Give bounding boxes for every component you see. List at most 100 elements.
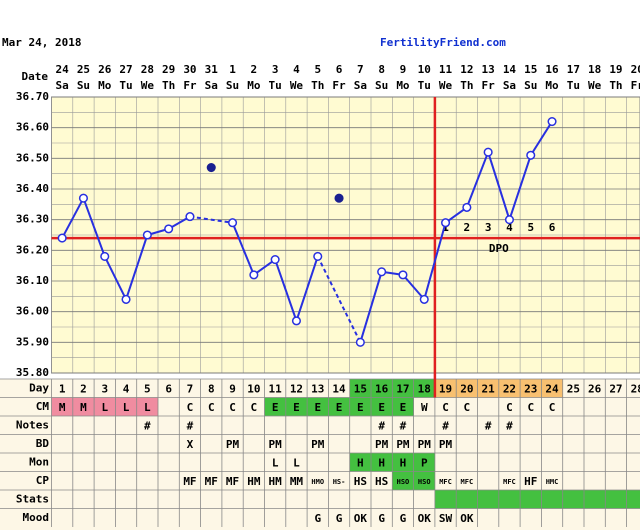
date: 10 [418, 63, 431, 76]
cell-highlight [285, 397, 308, 416]
temp-segment [402, 274, 426, 301]
date: 3 [272, 63, 279, 76]
temp-point [249, 270, 259, 280]
cell: L [293, 456, 300, 469]
cell: G [314, 512, 321, 525]
cell: # [378, 419, 385, 432]
dpo-number: 1 [442, 221, 449, 234]
temp-point [100, 251, 110, 262]
cell-highlight [349, 453, 371, 472]
date: 20 [631, 63, 640, 76]
cell-highlight [477, 379, 499, 398]
cell: E [378, 401, 385, 414]
cell: 5 [144, 382, 151, 395]
weekday: Mo [247, 79, 261, 92]
cell: MM [290, 475, 304, 488]
date: 15 [524, 63, 537, 76]
cell-highlight [371, 397, 393, 416]
cell-highlight [413, 379, 435, 398]
cell-highlight [392, 453, 414, 472]
weekday: Tu [418, 79, 431, 92]
temp-point [78, 193, 88, 203]
cell-highlight [584, 490, 606, 509]
date: 4 [293, 63, 300, 76]
date: 5 [314, 63, 321, 76]
y-tick-label: 36.30 [16, 213, 49, 226]
cell: 10 [247, 382, 260, 395]
temp-point [398, 270, 408, 280]
temp-segment [103, 256, 127, 300]
date: 6 [336, 63, 343, 76]
cell: C [251, 401, 258, 414]
cell: W [421, 401, 428, 414]
weekday: Su [77, 79, 90, 92]
cell: E [400, 401, 407, 414]
temp-point [57, 233, 67, 243]
weekday: Fr [631, 79, 640, 92]
temp-segment [529, 120, 553, 156]
weekday: Su [226, 79, 239, 92]
cell: C [229, 401, 236, 414]
dpo-number: 6 [549, 221, 556, 234]
temp-point [377, 267, 387, 277]
temp-point [142, 230, 152, 240]
cell-highlight [541, 490, 563, 509]
cell: G [400, 512, 407, 525]
cell: HSO [418, 478, 431, 486]
temp-segment [508, 154, 532, 220]
cell: C [208, 401, 215, 414]
cell: OK [418, 512, 432, 525]
date: 9 [400, 63, 407, 76]
cell: SW [439, 512, 453, 525]
cell: HS [354, 475, 367, 488]
cell: 6 [165, 382, 172, 395]
site-link[interactable]: FertilityFriend.com [380, 36, 506, 49]
cell: M [80, 401, 87, 414]
y-tick-label: 36.70 [16, 90, 49, 103]
weekday: Tu [269, 79, 282, 92]
cell: PM [396, 438, 410, 451]
temp-point [355, 337, 365, 347]
cell: PM [418, 438, 432, 451]
cell: 4 [123, 382, 130, 395]
y-tick-label: 36.50 [16, 151, 49, 164]
weekday: Sa [354, 79, 367, 92]
cell: MF [205, 475, 218, 488]
cell: C [442, 401, 449, 414]
date: 28 [141, 63, 154, 76]
date: 27 [119, 63, 132, 76]
cell-highlight [498, 490, 521, 509]
date: 26 [98, 63, 112, 76]
row-label: Stats [16, 492, 49, 505]
weekday: Th [609, 79, 622, 92]
cell-highlight [520, 490, 542, 509]
cell: 2 [80, 382, 87, 395]
cell: MFC [461, 478, 474, 486]
cell-highlight [264, 397, 286, 416]
cell-highlight [434, 379, 457, 398]
weekday: Th [162, 79, 175, 92]
cell-highlight [626, 490, 640, 509]
date: 7 [357, 63, 364, 76]
cell: M [59, 401, 66, 414]
cell-highlight [51, 397, 73, 416]
dpo-number: 4 [506, 221, 513, 234]
date: 12 [460, 63, 473, 76]
cell-highlight [328, 397, 350, 416]
cell: L [272, 456, 279, 469]
dpo-number: 3 [485, 221, 492, 234]
cell-highlight [477, 490, 499, 509]
row-label: Mon [29, 455, 49, 468]
y-tick-label: 36.20 [16, 243, 49, 256]
weekday: Mo [98, 79, 112, 92]
cell: E [272, 401, 279, 414]
weekday: Mo [396, 79, 410, 92]
cell: 13 [311, 382, 324, 395]
cell-highlight [136, 397, 158, 416]
cell: 14 [332, 382, 346, 395]
cell: C [464, 401, 471, 414]
cell: MFC [503, 478, 516, 486]
cell-highlight [498, 379, 521, 398]
date: 30 [183, 63, 196, 76]
cell: # [187, 419, 194, 432]
